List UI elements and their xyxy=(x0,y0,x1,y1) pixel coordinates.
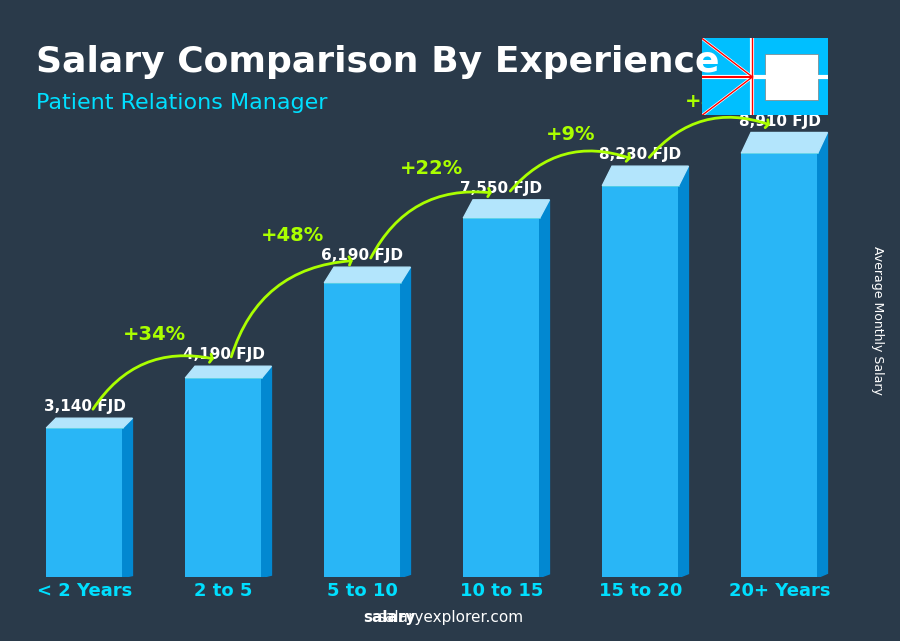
Polygon shape xyxy=(818,133,827,578)
Bar xyxy=(324,283,400,578)
Polygon shape xyxy=(679,166,688,578)
Polygon shape xyxy=(742,133,827,153)
Bar xyxy=(742,153,818,578)
Text: 7,550 FJD: 7,550 FJD xyxy=(461,181,543,196)
Text: +8%: +8% xyxy=(685,92,734,111)
Polygon shape xyxy=(324,267,410,283)
Text: Patient Relations Manager: Patient Relations Manager xyxy=(36,93,328,113)
Text: Salary Comparison By Experience: Salary Comparison By Experience xyxy=(36,45,719,79)
Polygon shape xyxy=(46,418,132,428)
Polygon shape xyxy=(122,418,132,578)
Text: +34%: +34% xyxy=(122,325,185,344)
Text: 3,140 FJD: 3,140 FJD xyxy=(43,399,125,414)
Bar xyxy=(185,378,262,578)
Polygon shape xyxy=(262,366,272,578)
Text: +9%: +9% xyxy=(546,125,596,144)
Bar xyxy=(765,54,818,100)
Text: salary: salary xyxy=(364,610,416,625)
Text: salaryexplorer.com: salaryexplorer.com xyxy=(377,610,523,625)
Polygon shape xyxy=(400,267,410,578)
Bar xyxy=(602,186,679,578)
Bar xyxy=(464,218,540,578)
Text: 4,190 FJD: 4,190 FJD xyxy=(183,347,265,362)
Text: 6,190 FJD: 6,190 FJD xyxy=(321,248,403,263)
Text: 8,910 FJD: 8,910 FJD xyxy=(739,113,821,129)
Polygon shape xyxy=(540,200,550,578)
Polygon shape xyxy=(602,166,688,186)
Bar xyxy=(46,428,122,578)
Text: Average Monthly Salary: Average Monthly Salary xyxy=(871,246,884,395)
Text: 8,230 FJD: 8,230 FJD xyxy=(599,147,681,162)
Polygon shape xyxy=(185,366,272,378)
Text: +48%: +48% xyxy=(261,226,325,246)
Text: +22%: +22% xyxy=(400,159,464,178)
Polygon shape xyxy=(464,200,550,218)
